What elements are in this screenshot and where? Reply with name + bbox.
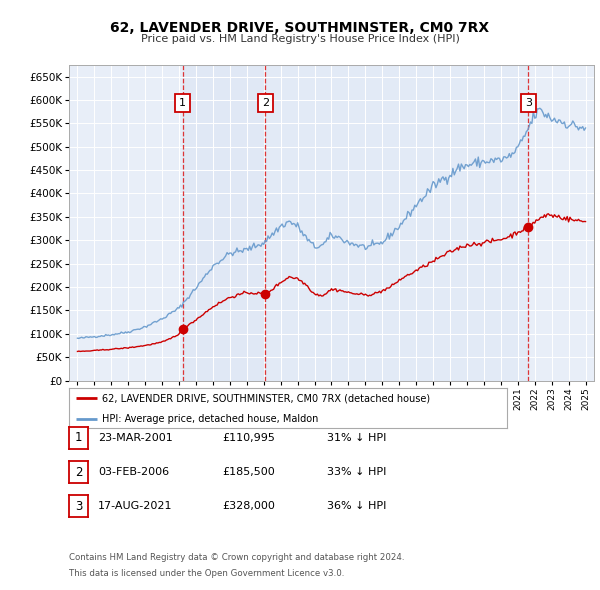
- Text: £110,995: £110,995: [222, 433, 275, 442]
- Text: 1: 1: [179, 98, 187, 108]
- Text: 03-FEB-2006: 03-FEB-2006: [98, 467, 169, 477]
- Text: 1: 1: [75, 431, 82, 444]
- Text: 3: 3: [75, 500, 82, 513]
- Text: 23-MAR-2001: 23-MAR-2001: [98, 433, 173, 442]
- Text: Price paid vs. HM Land Registry's House Price Index (HPI): Price paid vs. HM Land Registry's House …: [140, 34, 460, 44]
- Text: HPI: Average price, detached house, Maldon: HPI: Average price, detached house, Mald…: [102, 414, 318, 424]
- Text: 17-AUG-2021: 17-AUG-2021: [98, 502, 172, 511]
- Text: 3: 3: [525, 98, 532, 108]
- Text: Contains HM Land Registry data © Crown copyright and database right 2024.: Contains HM Land Registry data © Crown c…: [69, 553, 404, 562]
- Text: 2: 2: [75, 466, 82, 478]
- Text: 62, LAVENDER DRIVE, SOUTHMINSTER, CM0 7RX: 62, LAVENDER DRIVE, SOUTHMINSTER, CM0 7R…: [110, 21, 490, 35]
- Bar: [183, 65, 265, 381]
- Text: £328,000: £328,000: [222, 502, 275, 511]
- Text: This data is licensed under the Open Government Licence v3.0.: This data is licensed under the Open Gov…: [69, 569, 344, 578]
- Text: 36% ↓ HPI: 36% ↓ HPI: [327, 502, 386, 511]
- Text: 33% ↓ HPI: 33% ↓ HPI: [327, 467, 386, 477]
- Text: 62, LAVENDER DRIVE, SOUTHMINSTER, CM0 7RX (detached house): 62, LAVENDER DRIVE, SOUTHMINSTER, CM0 7R…: [102, 394, 430, 404]
- Text: £185,500: £185,500: [222, 467, 275, 477]
- Bar: [265, 65, 529, 381]
- Text: 31% ↓ HPI: 31% ↓ HPI: [327, 433, 386, 442]
- Text: 2: 2: [262, 98, 269, 108]
